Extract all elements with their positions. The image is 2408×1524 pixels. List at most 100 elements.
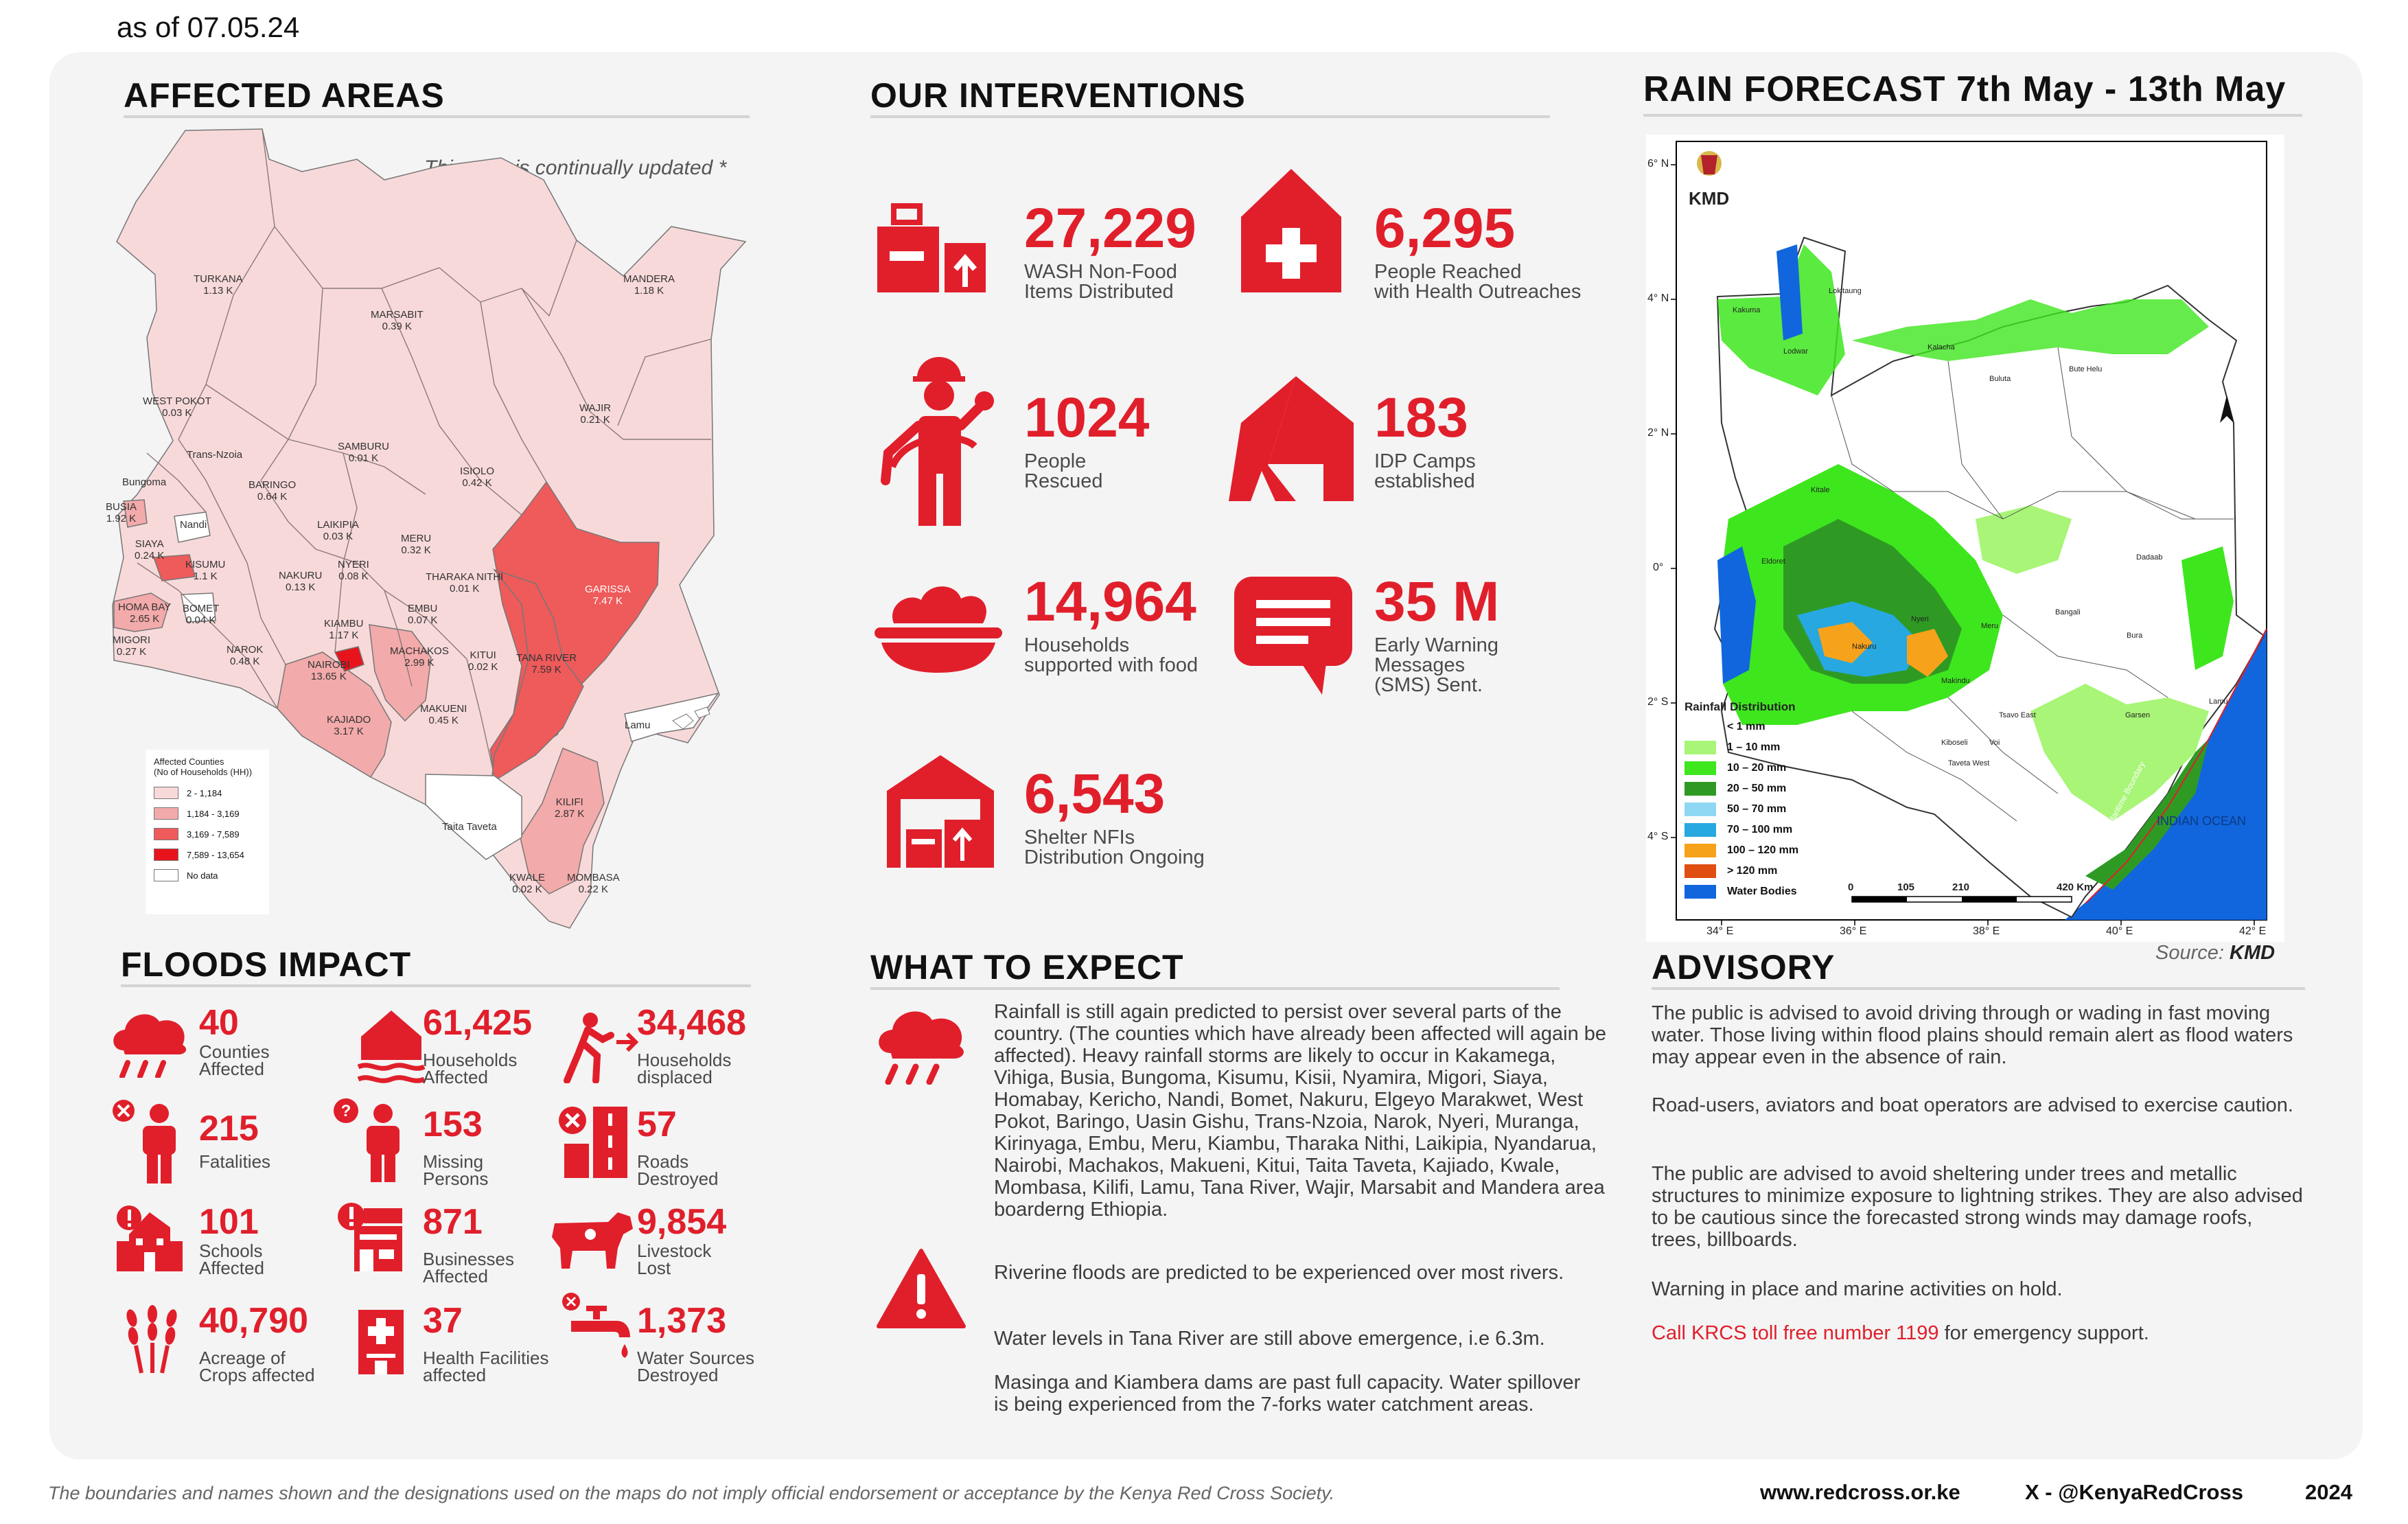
legend-item: 3,169 - 7,589: [154, 824, 261, 844]
impact-value: 37: [423, 1301, 463, 1341]
footer-website[interactable]: www.redcross.or.ke: [1760, 1480, 1960, 1504]
impact-crops: 40,790 Acreage of Crops affected: [199, 1303, 315, 1384]
stat-label: with Health Outreaches: [1374, 281, 1582, 303]
impact-label: Roads: [637, 1151, 689, 1172]
taita-taveta-county: [425, 774, 522, 860]
scale-label: 105: [1897, 881, 1915, 893]
impact-label: displaced: [637, 1067, 713, 1087]
tent-icon: [1229, 376, 1354, 501]
town-label: Kakuma: [1733, 306, 1761, 314]
county-label: MOMBASA 0.22 K: [567, 872, 620, 895]
advisory-rule: [1652, 987, 2305, 990]
county-label: KILIFI 2.87 K: [555, 796, 585, 820]
impact-households-displaced: 34,468 Households displaced: [637, 1005, 746, 1086]
county-label: THARAKA NITHI 0.01 K: [426, 571, 504, 594]
town-label: Lokitaung: [1829, 287, 1862, 295]
legend-item: 2 - 1,184: [154, 783, 261, 803]
impact-label: Counties: [199, 1041, 270, 1062]
affected-areas-map: [112, 128, 747, 929]
expect-paragraph-1: Rainfall is still again predicted to per…: [994, 1001, 1607, 1221]
rainfall-legend-item: 10 – 20 mm: [1685, 758, 1798, 778]
stat-value: 6,295: [1374, 197, 1516, 259]
impact-value: 101: [199, 1202, 259, 1242]
stat-value: 1024: [1024, 386, 1150, 449]
rain-cloud-icon: [879, 1011, 964, 1085]
stat-label: Distribution Ongoing: [1024, 846, 1205, 868]
county-label: MACHAKOS 2.99 K: [390, 645, 449, 669]
impact-value: 1,373: [637, 1301, 727, 1341]
bomet-county: [181, 592, 216, 623]
town-label: Garsen: [2125, 711, 2151, 719]
impact-label: Fatalities: [199, 1151, 271, 1172]
impact-label: Schools: [199, 1240, 263, 1261]
stat-shelter-nfis: 6,543 Shelter NFIs Distribution Ongoing: [1024, 766, 1205, 868]
county-label: SAMBURU 0.01 K: [338, 441, 390, 464]
impact-value: 215: [199, 1109, 259, 1148]
stat-label: Early Warning: [1374, 634, 1499, 656]
county-label: MARSABIT 0.39 K: [371, 309, 424, 332]
town-label: Lamu: [2209, 697, 2228, 706]
stat-early-warning: 35 M Early Warning Messages (SMS) Sent.: [1374, 574, 1499, 695]
stat-label: People: [1024, 450, 1087, 472]
impact-missing: 153 Missing Persons: [423, 1107, 488, 1188]
advisory-paragraph-2: Road-users, aviators and boat operators …: [1652, 1094, 2293, 1116]
town-label: Kalacha: [1927, 343, 1955, 351]
impact-value: 871: [423, 1202, 483, 1242]
date-label: as of 07.05.24: [117, 11, 300, 43]
lon-label: 40° E: [2106, 925, 2133, 937]
message-icon: [1234, 577, 1352, 695]
rainfall-legend-item: 1 – 10 mm: [1685, 737, 1798, 758]
stat-health-outreach: 6,295 People Reached with Health Outreac…: [1374, 200, 1581, 302]
town-label: Nyeri: [1911, 615, 1929, 623]
county-label: ISIOLO 0.42 K: [460, 465, 495, 489]
water-tap-icon: [562, 1293, 630, 1358]
lat-label: 0°: [1653, 562, 1664, 573]
impact-label: Affected: [199, 1258, 264, 1278]
rainfall-legend-item: 50 – 70 mm: [1685, 799, 1798, 820]
flooded-house-icon: [357, 1011, 426, 1083]
kajiado-county: [277, 651, 392, 778]
hotline-text[interactable]: Call KRCS toll free number 1199: [1652, 1322, 1939, 1344]
advisory-call: Call KRCS toll free number 1199 for emer…: [1652, 1322, 2149, 1344]
impact-label: Destroyed: [637, 1365, 719, 1385]
impact-label: Households: [637, 1050, 732, 1070]
kilifi-county: [520, 748, 605, 894]
stat-value: 35 M: [1374, 570, 1500, 633]
machakos-county: [369, 624, 432, 722]
kisumu-county: [152, 554, 196, 581]
fatality-person-icon: [113, 1100, 176, 1184]
town-label: Makindu: [1941, 677, 1970, 685]
homa-bay-county: [113, 592, 170, 632]
county-borders: [137, 128, 712, 776]
town-label: Voi: [1989, 739, 2000, 747]
impact-value: 40: [199, 1003, 239, 1043]
road-destroyed-icon: [559, 1107, 627, 1178]
county-label: MANDERA 1.18 K: [623, 273, 675, 297]
stat-idp-camps: 183 IDP Camps established: [1374, 390, 1476, 492]
stat-food-support: 14,964 Households supported with food: [1024, 574, 1198, 676]
crops-icon: [126, 1305, 177, 1374]
town-label: Eldoret: [1761, 557, 1785, 566]
kmd-logo-text: KMD: [1689, 188, 1730, 209]
county-label: EMBU 0.07 K: [408, 603, 438, 626]
county-label: BOMET 0.04 K: [183, 603, 220, 626]
county-label: SIAYA 0.24 K: [135, 538, 165, 562]
lon-label: 42° E: [2239, 925, 2267, 937]
floods-impact-title: FLOODS IMPACT: [121, 945, 412, 984]
county-label: MERU 0.32 K: [401, 533, 432, 556]
county-label: LAIKIPIA 0.03 K: [317, 519, 359, 542]
busia-county: [123, 499, 148, 528]
lamu-county: [624, 692, 719, 742]
warehouse-icon: [887, 755, 994, 868]
impact-label: Persons: [423, 1168, 489, 1189]
county-label: KIAMBU 1.17 K: [324, 618, 364, 641]
impact-label: Affected: [199, 1059, 264, 1079]
county-label: WEST POKOT 0.03 K: [143, 395, 211, 419]
footer-social[interactable]: X - @KenyaRedCross: [2025, 1480, 2243, 1504]
missing-person-icon: ?: [334, 1098, 400, 1182]
county-label: TANA RIVER 7.59 K: [516, 652, 577, 676]
legend-item: 7,589 - 13,654: [154, 844, 261, 865]
town-label: Kiboseli: [1941, 739, 1968, 747]
expect-paragraph-4: Masinga and Kiambera dams are past full …: [994, 1372, 1581, 1416]
county-label: NAIROBI 13.65 K: [308, 659, 350, 682]
